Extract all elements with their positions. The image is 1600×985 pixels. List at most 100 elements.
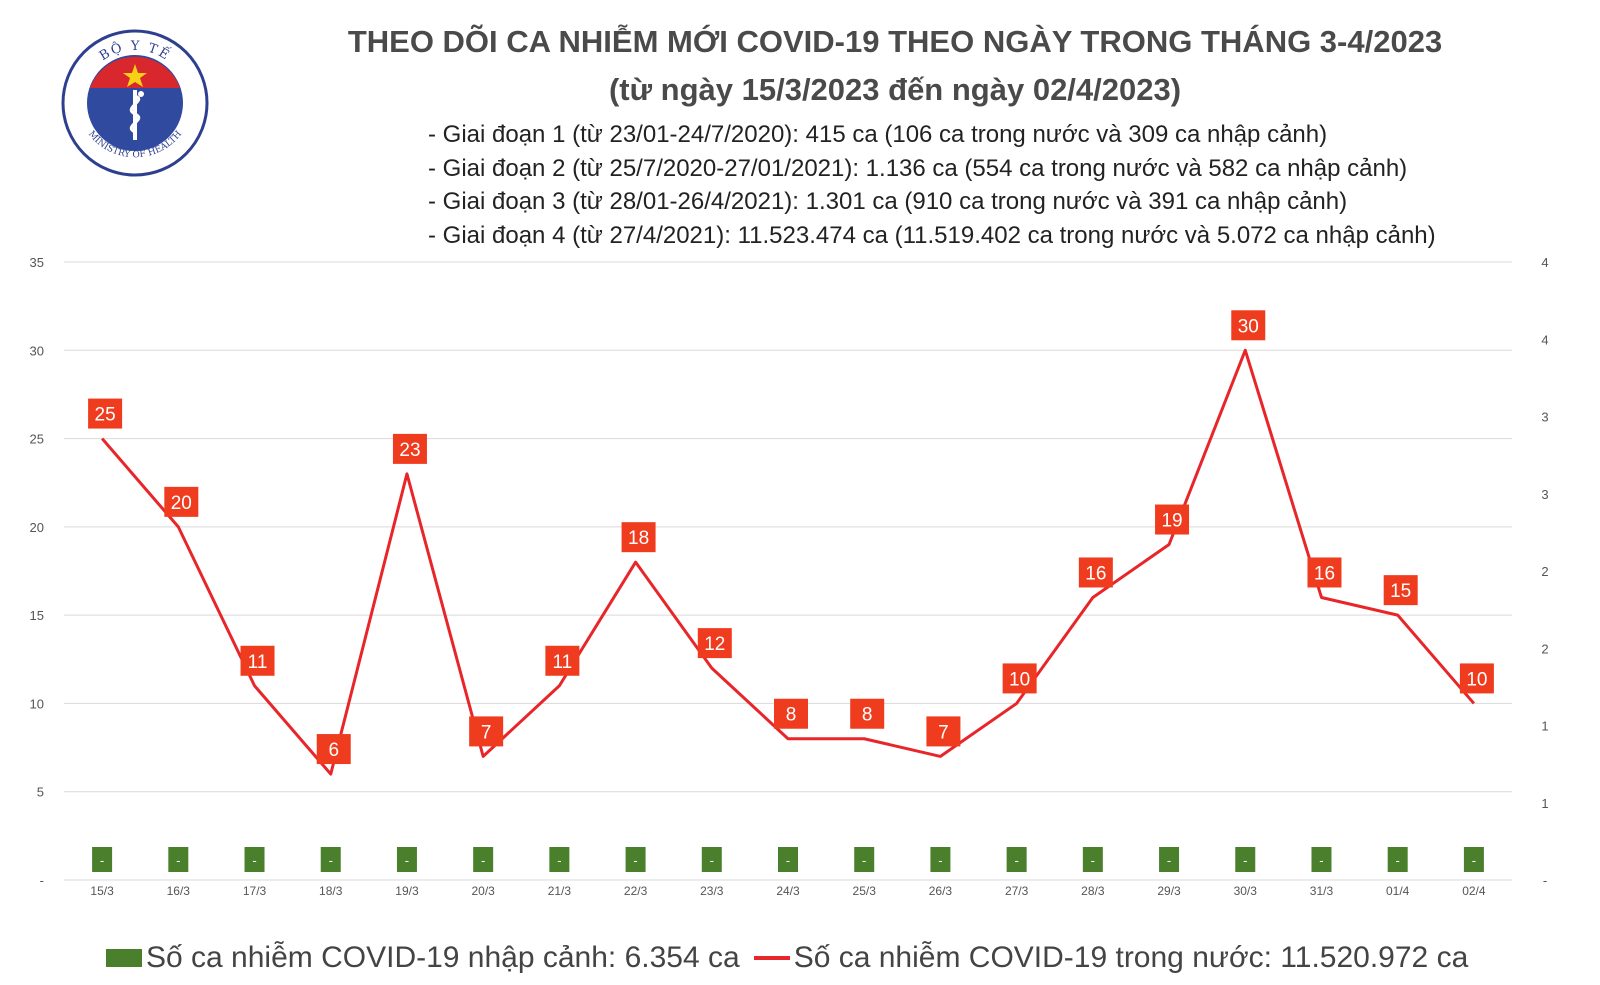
- y-left-tick-label: 30: [30, 343, 44, 358]
- legend-label-import: Số ca nhiễm COVID-19 nhập cảnh: 6.354 ca: [146, 941, 740, 974]
- x-tick-label: 31/3: [1310, 884, 1334, 898]
- x-tick-label: 22/3: [624, 884, 648, 898]
- data-label-box: [1459, 663, 1494, 694]
- data-label: 11: [545, 645, 580, 676]
- legend-item-domestic: Số ca nhiễm COVID-19 trong nước: 11.520.…: [753, 941, 1468, 975]
- import-bar: [1159, 847, 1180, 872]
- data-label: 11: [240, 645, 275, 676]
- data-label-box: [774, 698, 808, 729]
- right-axis: - 1 1 2 2 3 3 4 4: [1541, 255, 1548, 888]
- data-label: 19: [1155, 504, 1190, 535]
- x-tick-label: 30/3: [1234, 884, 1258, 898]
- data-label-text: 19: [1161, 511, 1182, 532]
- x-tick-label: 01/4: [1386, 884, 1410, 898]
- stage-2-summary: - Giai đoạn 2 (từ 25/7/2020-27/01/2021):…: [428, 154, 1408, 182]
- y-right-tick-label: 1: [1541, 719, 1548, 734]
- import-bar: [320, 847, 341, 872]
- import-bar: [1235, 847, 1256, 872]
- y-right-tick-label: 1: [1541, 796, 1548, 811]
- import-bar-label: -: [557, 853, 561, 868]
- data-label-box: [392, 433, 427, 464]
- data-label-text: 10: [1466, 669, 1487, 690]
- y-right-tick-label: 3: [1541, 410, 1548, 425]
- x-tick-label: 27/3: [1005, 884, 1029, 898]
- import-bar: [549, 847, 570, 872]
- data-label-text: 16: [1314, 563, 1335, 584]
- data-label: 23: [392, 433, 427, 464]
- import-bar: [244, 847, 265, 872]
- data-label: 6: [316, 734, 351, 765]
- import-bar-label: -: [1014, 853, 1018, 868]
- import-bar-label: -: [710, 853, 714, 868]
- data-label-box: [164, 486, 199, 517]
- data-label-text: 16: [1085, 563, 1106, 584]
- data-label-box: [621, 522, 656, 553]
- y-left-tick-label: 10: [30, 696, 44, 711]
- data-label-text: 11: [553, 652, 573, 673]
- y-right-tick-label: 3: [1541, 487, 1548, 502]
- data-label-box: [850, 698, 885, 729]
- data-label-box: [1002, 663, 1037, 694]
- x-tick-label: 17/3: [243, 884, 267, 898]
- import-bar-label: -: [1243, 853, 1247, 868]
- x-tick-label: 21/3: [548, 884, 572, 898]
- data-label-box: [697, 628, 732, 659]
- import-bar-label: -: [862, 853, 866, 868]
- import-bar: [92, 847, 113, 872]
- stage-summary-list: - Giai đoạn 1 (từ 23/01-24/7/2020): 415 …: [428, 118, 1436, 252]
- import-bar-label: -: [1396, 853, 1400, 868]
- import-bar-label: -: [1167, 853, 1171, 868]
- data-label: 7: [469, 716, 504, 747]
- data-label-box: [1383, 575, 1418, 606]
- import-bar: [1082, 847, 1103, 872]
- import-bar-label: -: [938, 853, 942, 868]
- data-label-text: 12: [704, 634, 725, 655]
- data-label-box: [1307, 557, 1342, 588]
- import-bars: -------------------: [92, 847, 1484, 872]
- y-right-tick-label: 2: [1541, 641, 1548, 656]
- x-tick-label: 16/3: [167, 884, 191, 898]
- domestic-line: [100, 348, 1476, 776]
- import-bar-label: -: [329, 853, 333, 868]
- import-bar: [1387, 847, 1408, 872]
- data-label-box: [316, 734, 351, 765]
- data-label-text: 7: [481, 722, 492, 743]
- data-label-text: 7: [938, 722, 949, 743]
- data-label-box: [545, 645, 580, 676]
- stage-3-summary: - Giai đoạn 3 (từ 28/01-26/4/2021): 1.30…: [428, 188, 1348, 215]
- data-label-box: [1231, 310, 1266, 341]
- y-left-tick-label: 25: [30, 432, 44, 447]
- data-label: 15: [1383, 575, 1418, 606]
- data-label-box: [240, 645, 275, 676]
- data-label: 18: [621, 522, 656, 553]
- import-bar-label: -: [786, 853, 790, 868]
- x-tick-label: 19/3: [395, 884, 419, 898]
- import-bar-label: -: [252, 853, 256, 868]
- import-bar-label: -: [481, 853, 485, 868]
- y-left-tick-label: 5: [37, 785, 44, 800]
- import-bar: [854, 847, 875, 872]
- import-bar: [168, 847, 189, 872]
- x-tick-label: 25/3: [853, 884, 877, 898]
- data-label: 10: [1459, 663, 1494, 694]
- x-tick-label: 15/3: [90, 884, 114, 898]
- import-bar-label: -: [1472, 853, 1476, 868]
- legend: Số ca nhiễm COVID-19 nhập cảnh: 6.354 ca…: [106, 938, 1468, 978]
- data-label-text: 18: [628, 528, 649, 549]
- x-tick-label: 18/3: [319, 884, 343, 898]
- left-axis: - 5 10 15 20 25 30 35: [30, 255, 44, 888]
- x-tick-label: 02/4: [1462, 884, 1486, 898]
- data-label-text: 23: [399, 440, 420, 461]
- chart-title: THEO DÕI CA NHIỄM MỚI COVID-19 THEO NGÀY…: [347, 24, 1443, 59]
- x-tick-label: 26/3: [929, 884, 953, 898]
- data-label-text: 11: [248, 652, 268, 673]
- data-label-text: 25: [95, 405, 116, 426]
- chart-subtitle: (từ ngày 15/3/2023 đến ngày 02/4/2023): [608, 72, 1182, 107]
- data-labels: 25 20 11 6 23 7 11 18 12 8 8 7 10 16 19 30 16 15 10: [88, 310, 1494, 765]
- data-label: 20: [164, 486, 199, 517]
- data-label: 12: [697, 628, 732, 659]
- data-label-text: 10: [1009, 669, 1030, 690]
- y-left-tick-label: 35: [30, 255, 44, 270]
- data-label-text: 6: [328, 740, 339, 761]
- data-label: 16: [1307, 557, 1342, 588]
